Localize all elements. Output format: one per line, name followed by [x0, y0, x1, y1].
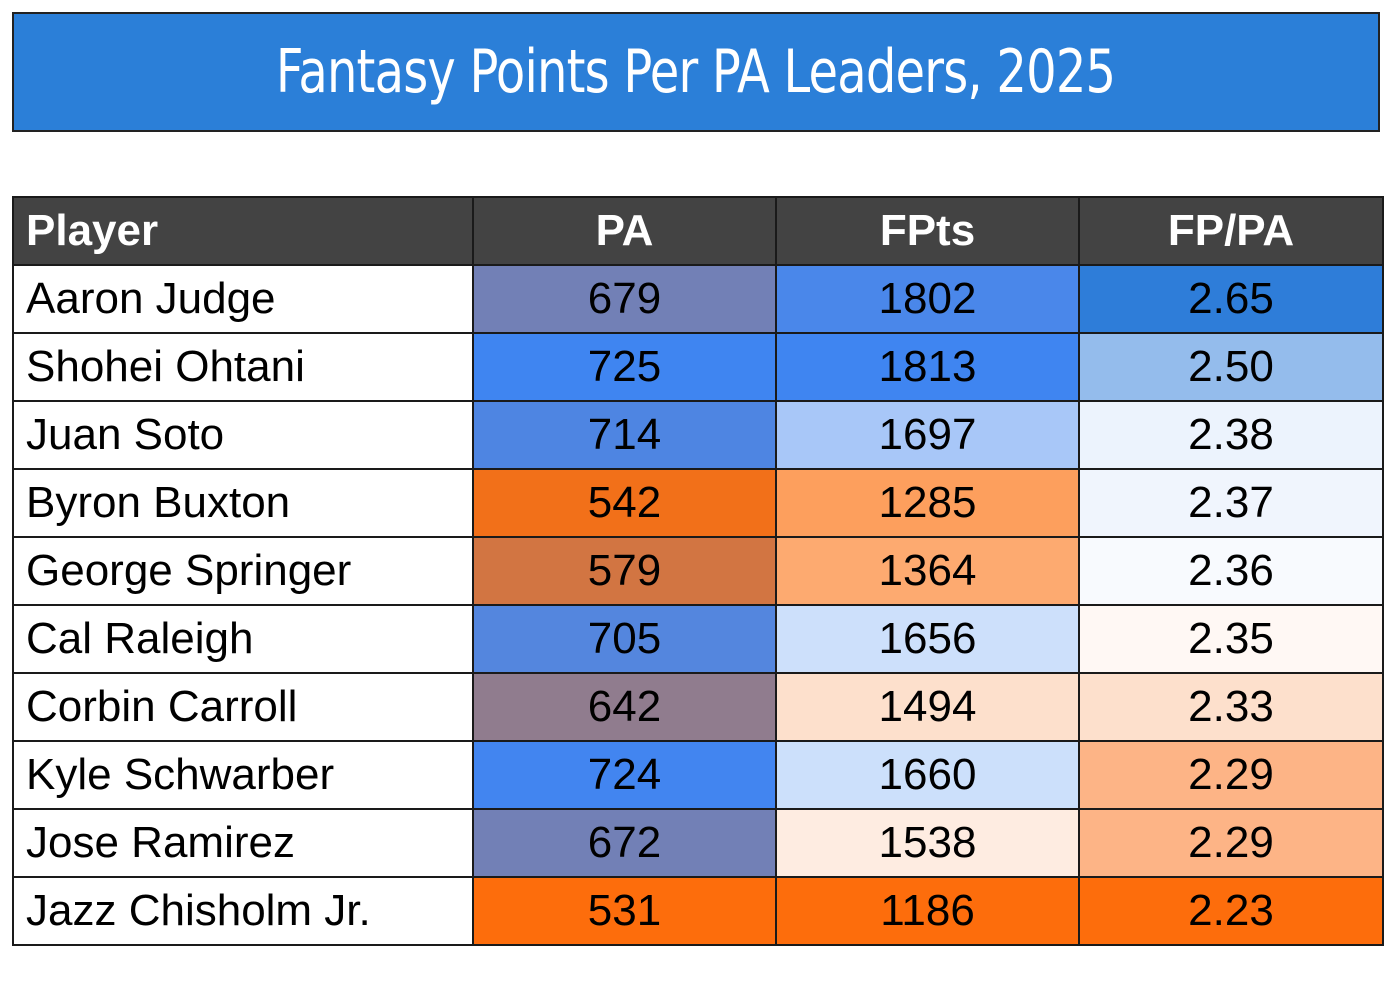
fpts-cell: 1186	[775, 876, 1080, 946]
player-cell: Jazz Chisholm Jr.	[12, 876, 474, 946]
header-fppa: FP/PA	[1078, 196, 1384, 266]
pa-cell: 642	[472, 672, 777, 742]
table-row: Byron Buxton 542 1285 2.37	[12, 468, 1384, 538]
header-pa: PA	[472, 196, 777, 266]
player-cell: Jose Ramirez	[12, 808, 474, 878]
pa-cell: 579	[472, 536, 777, 606]
fppa-cell: 2.36	[1078, 536, 1384, 606]
header-row: Player PA FPts FP/PA	[12, 196, 1384, 266]
header-player: Player	[12, 196, 474, 266]
player-cell: Byron Buxton	[12, 468, 474, 538]
fpts-cell: 1813	[775, 332, 1080, 402]
table-row: Jazz Chisholm Jr. 531 1186 2.23	[12, 876, 1384, 946]
fpts-cell: 1494	[775, 672, 1080, 742]
fpts-cell: 1660	[775, 740, 1080, 810]
fpts-cell: 1656	[775, 604, 1080, 674]
table-row: Cal Raleigh 705 1656 2.35	[12, 604, 1384, 674]
fppa-cell: 2.29	[1078, 740, 1384, 810]
fppa-cell: 2.33	[1078, 672, 1384, 742]
pa-cell: 725	[472, 332, 777, 402]
fppa-cell: 2.38	[1078, 400, 1384, 470]
table-row: Juan Soto 714 1697 2.38	[12, 400, 1384, 470]
pa-cell: 672	[472, 808, 777, 878]
table-row: Aaron Judge 679 1802 2.65	[12, 264, 1384, 334]
leaders-table: Player PA FPts FP/PA Aaron Judge 679 1802 2…	[12, 196, 1384, 946]
pa-cell: 679	[472, 264, 777, 334]
fppa-cell: 2.50	[1078, 332, 1384, 402]
table-row: Kyle Schwarber 724 1660 2.29	[12, 740, 1384, 810]
fppa-cell: 2.65	[1078, 264, 1384, 334]
fpts-cell: 1802	[775, 264, 1080, 334]
fppa-cell: 2.35	[1078, 604, 1384, 674]
player-cell: Shohei Ohtani	[12, 332, 474, 402]
player-cell: Cal Raleigh	[12, 604, 474, 674]
pa-cell: 724	[472, 740, 777, 810]
chart-title: Fantasy Points Per PA Leaders, 2025	[276, 37, 1116, 107]
player-cell: Juan Soto	[12, 400, 474, 470]
fppa-cell: 2.37	[1078, 468, 1384, 538]
fppa-cell: 2.29	[1078, 808, 1384, 878]
table-row: Shohei Ohtani 725 1813 2.50	[12, 332, 1384, 402]
fpts-cell: 1697	[775, 400, 1080, 470]
pa-cell: 705	[472, 604, 777, 674]
fppa-cell: 2.23	[1078, 876, 1384, 946]
table-body: Aaron Judge 679 1802 2.65 Shohei Ohtani 725 18…	[12, 264, 1384, 946]
player-cell: Aaron Judge	[12, 264, 474, 334]
pa-cell: 542	[472, 468, 777, 538]
player-cell: Kyle Schwarber	[12, 740, 474, 810]
player-cell: Corbin Carroll	[12, 672, 474, 742]
header-fpts: FPts	[775, 196, 1080, 266]
title-banner: Fantasy Points Per PA Leaders, 2025	[12, 12, 1380, 132]
fpts-cell: 1364	[775, 536, 1080, 606]
pa-cell: 531	[472, 876, 777, 946]
table-row: Jose Ramirez 672 1538 2.29	[12, 808, 1384, 878]
pa-cell: 714	[472, 400, 777, 470]
table-row: Corbin Carroll 642 1494 2.33	[12, 672, 1384, 742]
table-row: George Springer 579 1364 2.36	[12, 536, 1384, 606]
fpts-cell: 1285	[775, 468, 1080, 538]
player-cell: George Springer	[12, 536, 474, 606]
fpts-cell: 1538	[775, 808, 1080, 878]
